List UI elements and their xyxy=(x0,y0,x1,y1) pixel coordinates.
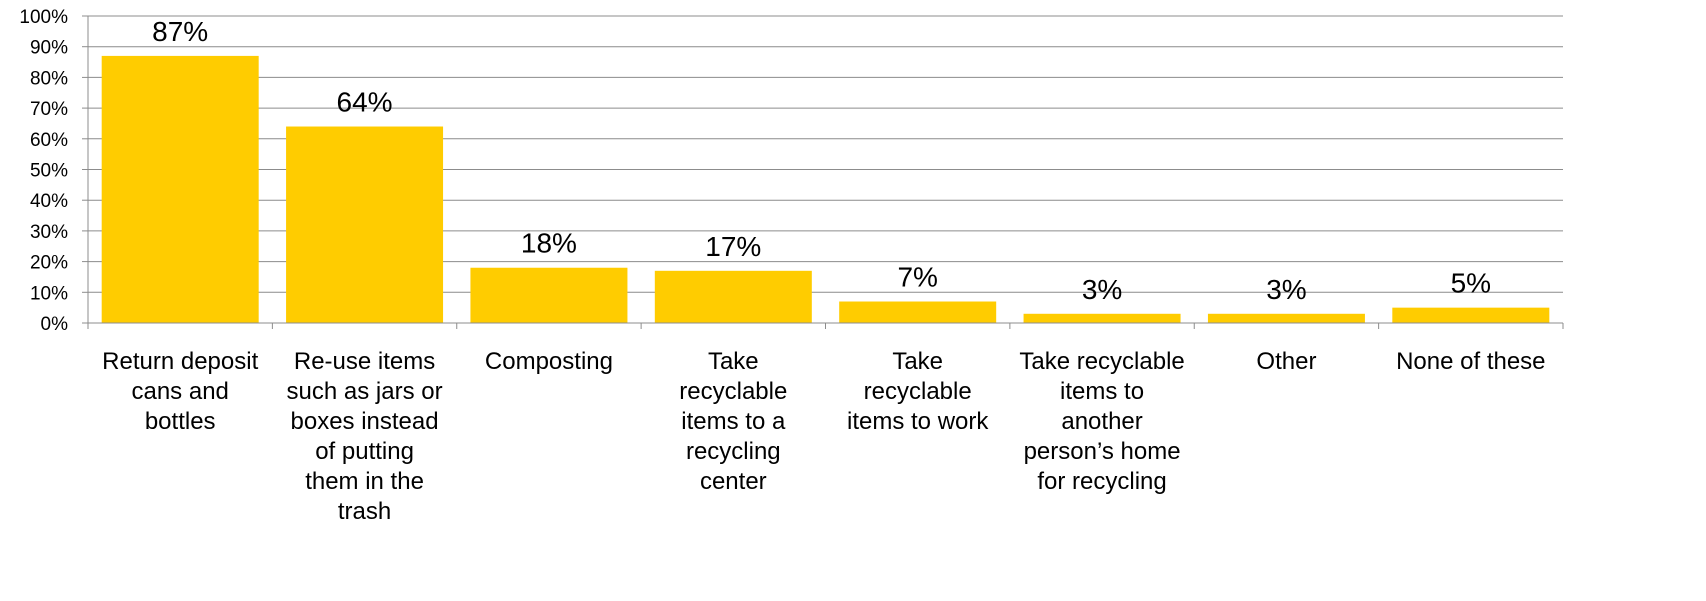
data-label: 87% xyxy=(152,16,208,47)
y-tick-label: 40% xyxy=(30,191,68,212)
category-label-line: cans and xyxy=(131,378,228,405)
data-label: 5% xyxy=(1451,268,1491,299)
category-label-line: bottles xyxy=(145,408,216,435)
category-label: Re-use items such as jars or boxes instead… xyxy=(287,348,443,525)
y-tick-label: 60% xyxy=(30,130,68,151)
category-label-line: of putting xyxy=(315,438,414,465)
data-label: 3% xyxy=(1082,274,1122,305)
bar xyxy=(1023,313,1181,323)
category-label: Take recyclable items to work xyxy=(847,348,989,435)
category-label-line: trash xyxy=(338,498,391,525)
data-label: 18% xyxy=(521,228,577,259)
y-tick-label: 0% xyxy=(41,314,69,335)
data-label: 17% xyxy=(705,231,761,262)
category-label-line: Take xyxy=(708,348,759,375)
bar xyxy=(286,126,444,324)
category-label-line: items to work xyxy=(847,408,989,435)
category-label-line: recyclable xyxy=(864,378,972,405)
category-label-line: Re-use items xyxy=(294,348,435,375)
category-label-line: None of these xyxy=(1396,348,1545,375)
category-label: Take recyclable items to a recycling center xyxy=(679,348,787,495)
category-label-line: for recycling xyxy=(1037,468,1166,495)
bar xyxy=(101,55,259,323)
category-label: Return deposit cans and bottles xyxy=(102,348,258,435)
category-label-line: items to xyxy=(1060,378,1144,405)
category-label-line: recycling xyxy=(686,438,781,465)
data-label: 7% xyxy=(897,262,937,293)
bar xyxy=(839,301,997,323)
category-label-line: another xyxy=(1061,408,1142,435)
category-label: None of these xyxy=(1396,348,1545,375)
category-label-line: recyclable xyxy=(679,378,787,405)
y-tick-label: 100% xyxy=(19,7,68,28)
category-label-line: Composting xyxy=(485,348,613,375)
category-label: Take recyclable items to another person’s h… xyxy=(1019,348,1184,495)
y-tick-label: 50% xyxy=(30,161,68,182)
category-label-line: Take recyclable xyxy=(1019,348,1184,375)
category-label-line: person’s home xyxy=(1024,438,1181,465)
y-tick-label: 20% xyxy=(30,253,68,274)
labels: 0% 10% 20% 30% 40% 50% 60% 70% 80% 90% 100% 87% Retu… xyxy=(19,7,1545,525)
bar xyxy=(1392,307,1550,323)
y-tick-label: 30% xyxy=(30,222,68,243)
category-label-line: center xyxy=(700,468,767,495)
bars xyxy=(101,55,1550,324)
category-label-line: them in the xyxy=(305,468,424,495)
bar xyxy=(654,270,812,323)
category-label: Other xyxy=(1256,348,1316,375)
category-label-line: items to a xyxy=(681,408,786,435)
axes xyxy=(82,15,1564,329)
category-label-line: boxes instead xyxy=(291,408,439,435)
category-label: Composting xyxy=(485,348,613,375)
category-label-line: such as jars or xyxy=(287,378,443,405)
category-label-line: Take xyxy=(892,348,943,375)
bar xyxy=(1207,313,1365,323)
data-label: 64% xyxy=(337,87,393,118)
category-label-line: Other xyxy=(1256,348,1316,375)
y-tick-label: 10% xyxy=(30,283,68,304)
y-tick-label: 90% xyxy=(30,38,68,59)
y-tick-label: 80% xyxy=(30,68,68,89)
category-label-line: Return deposit xyxy=(102,348,258,375)
y-tick-label: 70% xyxy=(30,99,68,120)
data-label: 3% xyxy=(1266,274,1306,305)
bar xyxy=(470,267,628,323)
